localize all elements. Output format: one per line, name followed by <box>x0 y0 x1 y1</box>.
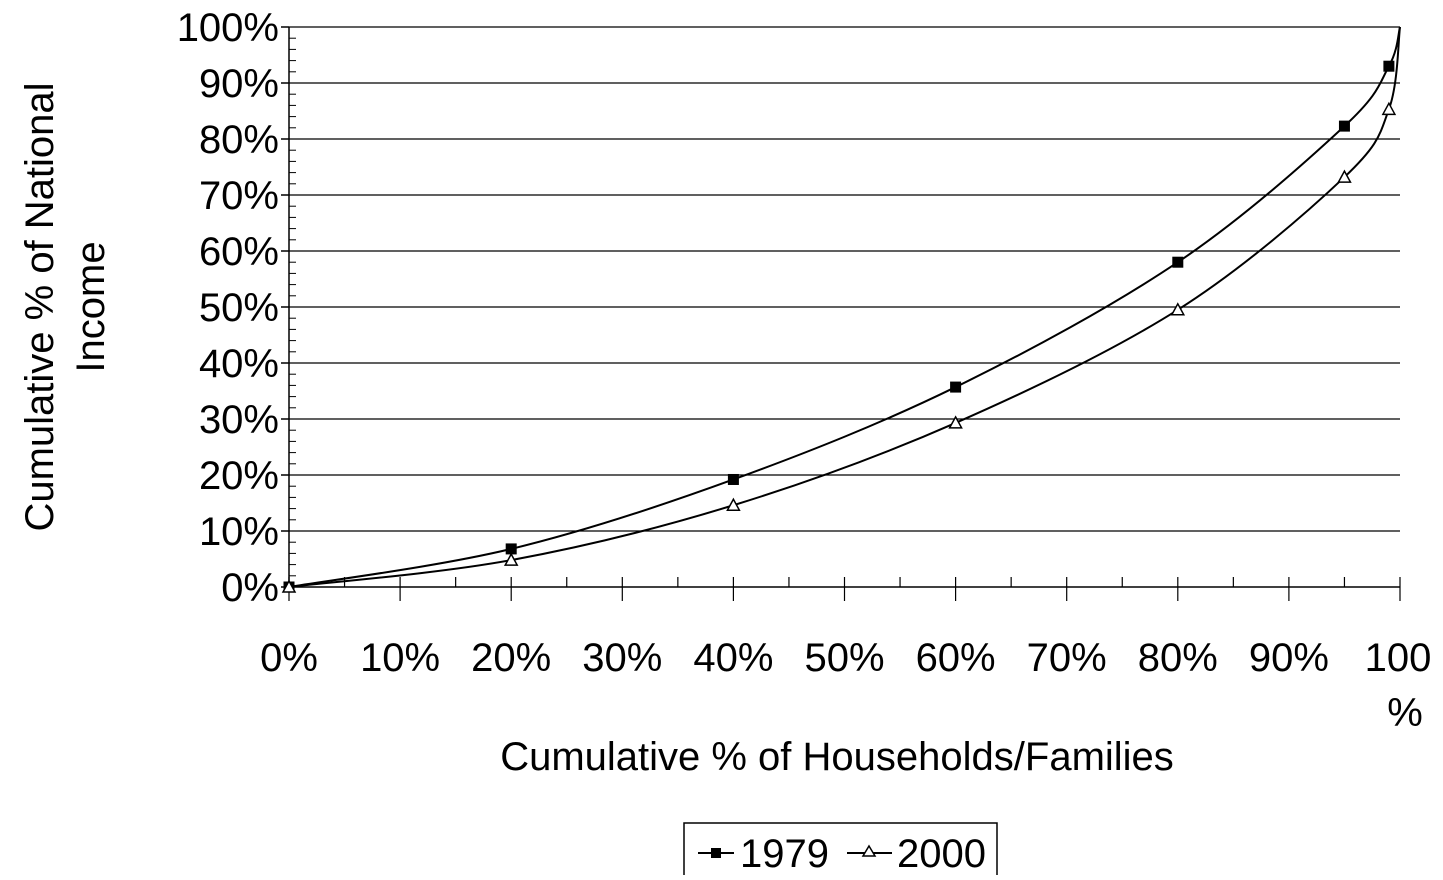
data-point-2000 <box>1170 302 1186 316</box>
x-tick-label: 30% <box>582 636 662 680</box>
legend: 1979 2000 <box>683 822 998 880</box>
data-point-2000 <box>1381 101 1397 116</box>
data-point-1979 <box>1338 120 1350 132</box>
x-tick-label: 10% <box>360 636 440 680</box>
x-tick-labels: 0% 10% 20% 30% 40% 50% 60% 70% 80% 90% 100% <box>260 636 1431 735</box>
legend-marker-1979 <box>711 848 721 858</box>
series-markers <box>281 60 1397 593</box>
y-tick-label: 0% <box>221 566 279 610</box>
y-tick-label: 100% <box>177 6 279 50</box>
axes <box>281 26 1401 601</box>
data-point-1979 <box>727 473 739 485</box>
x-tick-label: 70% <box>1027 636 1107 680</box>
x-tick-label: 80% <box>1138 636 1218 680</box>
y-tick-label: 80% <box>199 118 279 162</box>
gridlines <box>289 26 1400 532</box>
data-point-2000 <box>503 552 519 566</box>
y-tick-label: 70% <box>199 174 279 218</box>
y-axis-title-line1: Cumulative % of National <box>18 82 62 531</box>
data-point-1979 <box>1383 60 1395 72</box>
x-tick-label: 0% <box>260 636 318 680</box>
y-tick-label: 20% <box>199 454 279 498</box>
y-tick-labels: 0% 10% 20% 30% 40% 50% 60% 70% 80% 90% 100% <box>177 6 279 610</box>
x-tick-label: 50% <box>804 636 884 680</box>
data-point-2000 <box>281 579 297 593</box>
y-tick-label: 50% <box>199 286 279 330</box>
y-tick-label: 10% <box>199 510 279 554</box>
data-point-2000 <box>726 497 741 511</box>
legend-box <box>683 822 998 880</box>
x-axis-title: Cumulative % of Households/Families <box>500 735 1174 779</box>
data-point-1979 <box>950 381 962 393</box>
x-tick-label: 40% <box>693 636 773 680</box>
data-point-1979 <box>505 543 517 555</box>
data-point-2000 <box>1337 169 1352 183</box>
x-tick-label: 60% <box>916 636 996 680</box>
data-point-2000 <box>948 415 963 429</box>
legend-marker-2000 <box>861 844 877 857</box>
y-tick-label: 60% <box>199 230 279 274</box>
y-tick-label: 90% <box>199 62 279 106</box>
x-tick-label: 90% <box>1249 636 1329 680</box>
x-tick-label: 100% <box>1365 636 1432 735</box>
series-line-2000 <box>288 26 1401 588</box>
x-tick-label: 20% <box>471 636 551 680</box>
data-point-1979 <box>1172 256 1184 268</box>
y-tick-label: 30% <box>199 398 279 442</box>
legend-label-2000: 2000 <box>897 832 986 875</box>
y-tick-label: 40% <box>199 342 279 386</box>
legend-label-1979: 1979 <box>740 832 829 875</box>
y-axis-title-line2: Income <box>69 241 113 372</box>
